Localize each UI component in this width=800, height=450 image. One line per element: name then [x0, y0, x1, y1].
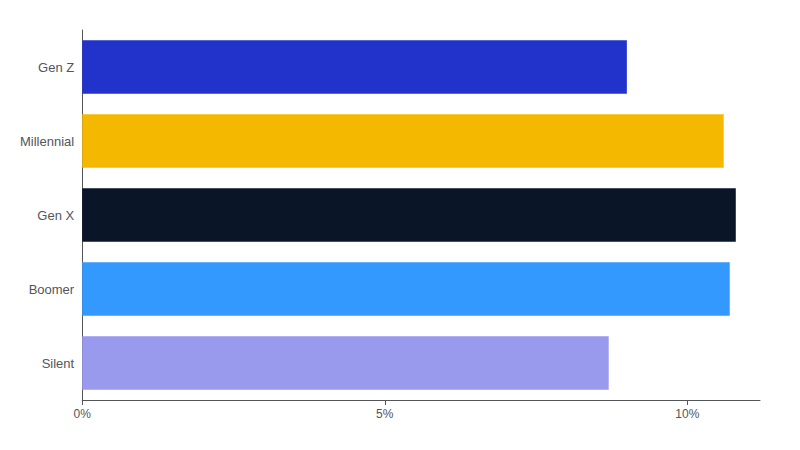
svg-text:Gen X: Gen X — [37, 208, 74, 223]
svg-text:Boomer: Boomer — [29, 282, 75, 297]
svg-text:10%: 10% — [675, 407, 699, 421]
svg-text:0%: 0% — [74, 407, 92, 421]
svg-text:Millennial: Millennial — [20, 134, 74, 149]
svg-text:Silent: Silent — [42, 356, 75, 371]
svg-text:Gen Z: Gen Z — [38, 60, 74, 75]
svg-text:5%: 5% — [376, 407, 394, 421]
